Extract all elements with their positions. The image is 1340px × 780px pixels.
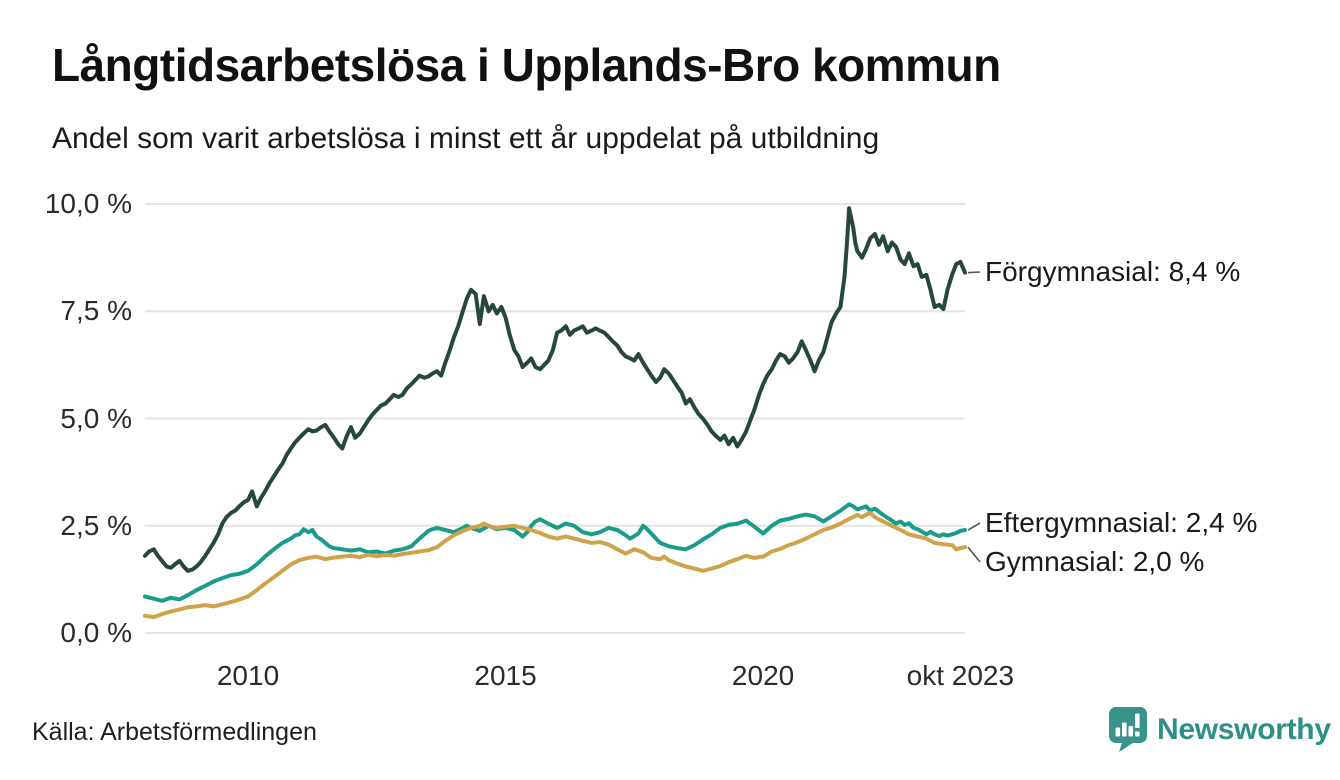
x-tick-label: 2015 <box>474 660 537 691</box>
y-tick-label: 7,5 % <box>60 295 132 327</box>
series-label-eftergymnasial: Eftergymnasial: 2,4 % <box>985 507 1258 538</box>
series-line-gymnasial <box>143 510 967 620</box>
y-tick-label: 5,0 % <box>60 402 132 434</box>
x-axis-labels: 2010 2015 2020 okt 2023 <box>0 659 1340 693</box>
newsworthy-wordmark: Newsworthy <box>1157 712 1331 746</box>
x-tick-label: 2020 <box>731 660 795 691</box>
series-line-förgymnasial <box>143 206 967 573</box>
page-title: Långtidsarbetslösa i Upplands-Bro kommun <box>52 39 1001 91</box>
label-connector <box>967 271 981 274</box>
label-connector <box>967 546 981 563</box>
source-note: Källa: Arbetsförmedlingen <box>32 718 317 746</box>
series-line-eftergymnasial <box>143 502 967 603</box>
newsworthy-logo: Newsworthy <box>1108 706 1331 753</box>
y-tick-label: 10,0 % <box>44 188 132 219</box>
speech-bubble-bar-chart-icon <box>1109 707 1147 752</box>
y-tick-label: 0,0 % <box>60 617 132 648</box>
series-label-gymnasial: Gymnasial: 2,0 % <box>985 546 1205 577</box>
label-connector <box>967 522 981 531</box>
chart-subtitle: Andel som varit arbetslösa i minst ett å… <box>52 122 880 155</box>
x-tick-label: 2010 <box>216 660 280 691</box>
y-tick-label: 2,5 % <box>60 509 132 541</box>
x-tick-label: okt 2023 <box>906 660 1015 691</box>
series-label-forgymnasial: Förgymnasial: 8,4 % <box>985 256 1241 287</box>
